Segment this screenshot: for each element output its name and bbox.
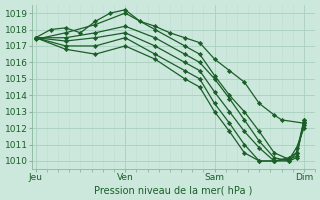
X-axis label: Pression niveau de la mer( hPa ): Pression niveau de la mer( hPa ) [94,185,253,195]
